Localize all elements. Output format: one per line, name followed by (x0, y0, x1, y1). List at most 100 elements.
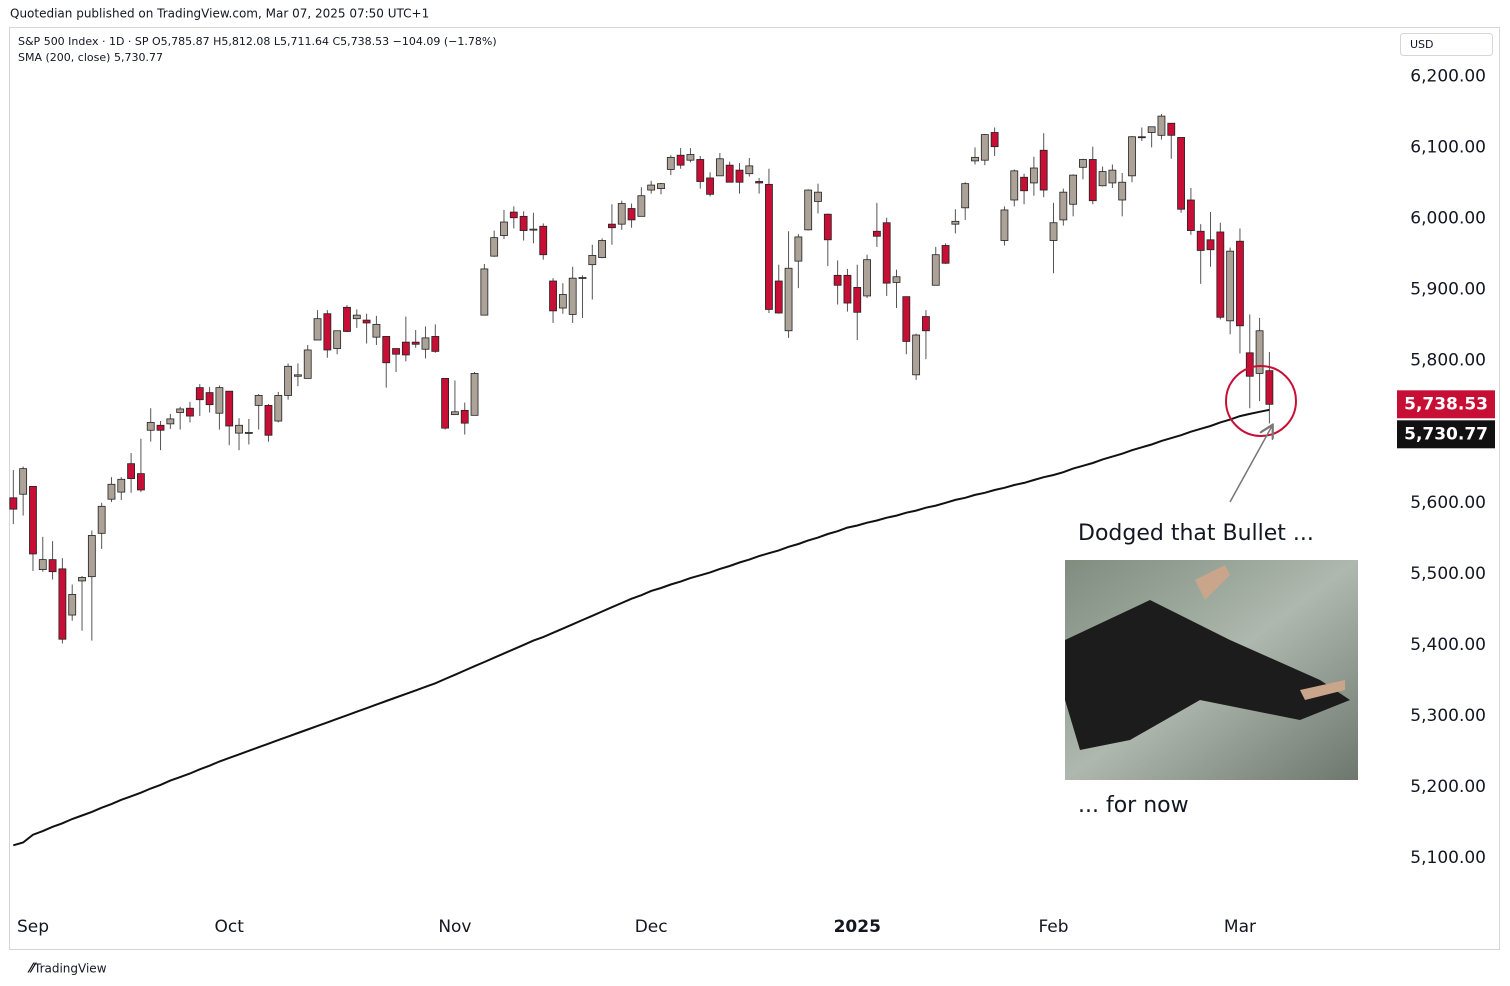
y-tick-label: 5,400.00 (1410, 635, 1486, 655)
candle-body (1137, 136, 1146, 139)
candle-body (529, 228, 538, 231)
candle-body (1255, 330, 1264, 374)
sma-badge (1397, 420, 1495, 449)
candle-body (922, 316, 930, 332)
candle-body (882, 222, 891, 284)
footer-brand: TradingView (33, 962, 107, 976)
candle-body (372, 323, 381, 338)
candle-body (1020, 176, 1028, 192)
candle-body (666, 156, 675, 170)
candle-body (156, 424, 165, 431)
candle-body (902, 296, 911, 342)
candle-body (598, 240, 607, 258)
y-tick-label: 5,900.00 (1410, 280, 1486, 300)
candle-body (186, 407, 194, 417)
candle-body (1216, 231, 1225, 318)
candle-body (676, 154, 685, 166)
x-tick-label: Mar (1224, 917, 1256, 937)
candle-body (706, 177, 714, 195)
candle-body (1177, 137, 1185, 210)
candle-body (333, 330, 342, 349)
publisher-header: Quotedian published on TradingView.com, … (10, 7, 429, 21)
y-tick-label: 5,800.00 (1410, 351, 1486, 371)
candle-body (1186, 199, 1195, 231)
candle-body (431, 336, 440, 352)
candle-body (843, 274, 852, 304)
candle-body (451, 411, 459, 416)
candle-body (617, 203, 626, 225)
candle-body (686, 154, 695, 161)
annotation-arrow (1229, 426, 1272, 503)
candle-body (1236, 240, 1244, 327)
candle-body (715, 158, 724, 177)
candle-body (1049, 222, 1058, 241)
candle-body (58, 568, 67, 640)
candle-body (931, 254, 940, 286)
x-tick-label: Oct (215, 917, 245, 937)
candle-body (500, 221, 508, 236)
candle-body (1157, 115, 1166, 136)
candle-body (1147, 126, 1156, 133)
candle-body (1128, 136, 1136, 177)
candle-body (1029, 167, 1038, 184)
y-tick-label: 5,200.00 (1410, 777, 1486, 797)
y-tick-label: 5,100.00 (1410, 848, 1486, 868)
candle-body (1098, 171, 1107, 187)
last-price-label: 5,738.53 (1404, 394, 1488, 414)
candle-body (107, 483, 116, 500)
candle-body (38, 559, 47, 570)
candle-body (941, 245, 950, 264)
candle-body (137, 473, 145, 491)
candle-body (303, 349, 312, 379)
candle-body (725, 164, 734, 183)
candle-body (1108, 169, 1117, 184)
candle-body (912, 334, 921, 376)
y-tick-label: 6,000.00 (1410, 208, 1486, 228)
sma-price-label: 5,730.77 (1404, 424, 1488, 444)
candle-body (1010, 170, 1019, 201)
candle-body (1059, 191, 1068, 221)
candle-body (166, 418, 175, 425)
candle-body (146, 422, 155, 431)
candle-body (460, 409, 469, 424)
candle-body (205, 392, 214, 406)
annotation: Dodged that Bullet ... (1078, 521, 1314, 546)
candle-body (961, 183, 970, 209)
candle-body (362, 319, 371, 324)
candle-body (284, 365, 292, 396)
candle-body (382, 336, 391, 364)
candle-body (294, 374, 302, 377)
candle-body (87, 535, 96, 578)
currency[interactable]: USD (1410, 38, 1434, 51)
candle-body (215, 387, 224, 414)
candle-body (892, 276, 901, 283)
candle-body (1265, 370, 1274, 405)
currency-box[interactable] (1400, 33, 1493, 56)
y-tick-label: 6,200.00 (1410, 66, 1486, 86)
candle-body (480, 268, 489, 316)
candle-body (568, 277, 577, 315)
candle-body (980, 134, 989, 161)
y-tick-label: 6,100.00 (1410, 137, 1486, 157)
candle-body (1196, 230, 1205, 251)
candle-body (225, 390, 234, 427)
candle-body (804, 189, 813, 231)
candle-body (117, 478, 126, 493)
candle-body (735, 169, 744, 183)
candle-body (401, 341, 410, 356)
y-tick-label: 5,600.00 (1410, 493, 1486, 513)
candle-body (745, 165, 754, 175)
candle-body (971, 156, 979, 162)
candle-body (784, 267, 793, 332)
plot-area: 5,100.00 5,200.00 5,300.00 5,400.00 5,500.00… (9, 66, 1495, 937)
x-tick-label: 2025 (834, 917, 881, 937)
candle-body (195, 387, 204, 401)
candle-body (774, 280, 783, 314)
y-tick-label: 5,500.00 (1410, 564, 1486, 584)
candle-body (323, 313, 332, 351)
candle-body (647, 184, 656, 191)
candle-body (490, 237, 499, 257)
x-tick-label: Feb (1038, 917, 1068, 937)
candle-body (951, 220, 960, 225)
